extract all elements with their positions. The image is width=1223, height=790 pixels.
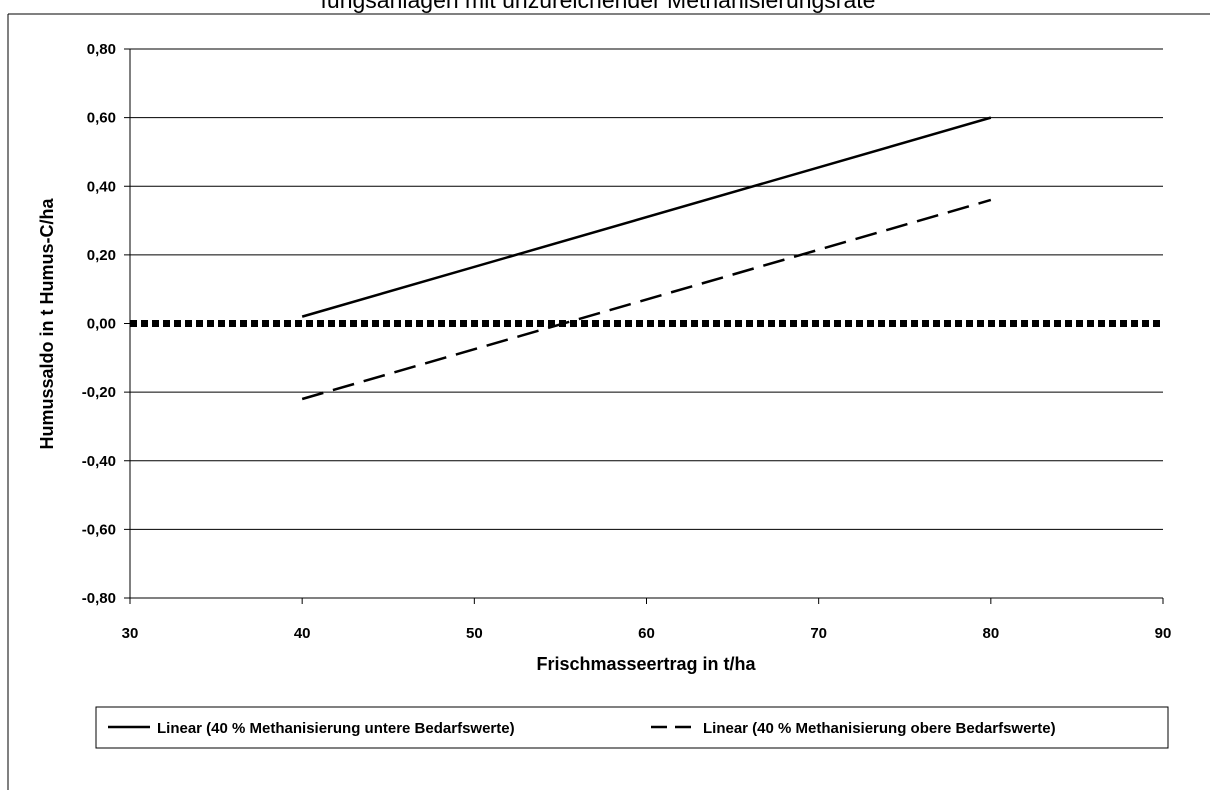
y-axis-title: Humussaldo in t Humus-C/ha <box>37 198 57 450</box>
series-layer <box>130 116 1163 401</box>
legend-label-series-1: Linear (40 % Methanisierung untere Bedar… <box>157 720 515 737</box>
series-line-untere-bedarfswerte <box>301 116 992 318</box>
axes-layer: 0,80 0,60 0,40 0,20 0,00 -0,20 -0,40 -0,60 -0,80… <box>82 41 1172 642</box>
y-tick-label: -0,80 <box>82 590 116 607</box>
x-axis-title: Frischmasseertrag in t/ha <box>536 654 756 674</box>
y-tick-label: -0,40 <box>82 453 116 470</box>
x-tick-label: 90 <box>1155 625 1172 642</box>
y-tick-label: 0,00 <box>87 316 116 333</box>
chart-title: fungsanlagen mit unzureichender Methanis… <box>321 0 876 13</box>
x-tick-label: 80 <box>982 625 999 642</box>
x-tick-label: 50 <box>466 625 483 642</box>
x-tick-label: 30 <box>122 625 139 642</box>
legend-box <box>95 706 1169 749</box>
x-tick-label: 40 <box>294 625 311 642</box>
x-tick-label: 60 <box>638 625 655 642</box>
legend-label-series-2: Linear (40 % Methanisierung obere Bedarf… <box>703 720 1056 737</box>
y-tick-label: 0,80 <box>87 41 116 58</box>
y-tick-label: 0,20 <box>87 247 116 264</box>
x-tick-label: 70 <box>810 625 827 642</box>
y-tick-label: 0,60 <box>87 110 116 127</box>
series-line-obere-bedarfswerte <box>301 198 992 401</box>
legend: Linear (40 % Methanisierung untere Bedar… <box>95 706 1169 749</box>
y-tick-label: -0,20 <box>82 384 116 401</box>
y-tick-label: 0,40 <box>87 178 116 195</box>
y-tick-label: -0,60 <box>82 521 116 538</box>
